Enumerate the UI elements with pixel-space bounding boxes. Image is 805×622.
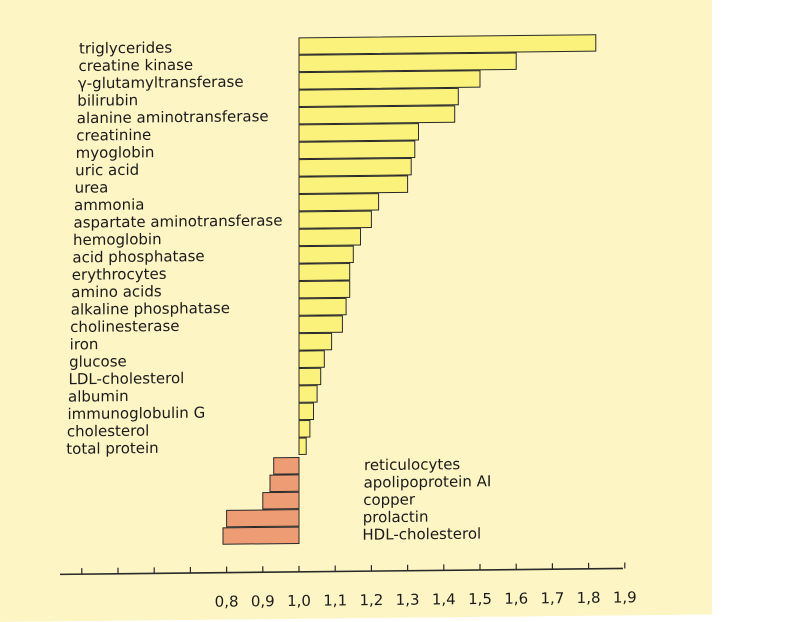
bar-erythrocytes: [298, 263, 351, 281]
x-axis: 0,8 0,9 1,0 1,1 1,2 1,3 1,4 1,5 1,6 1,7 1,8 1,9: [60, 562, 637, 611]
bar-glucose: [298, 350, 325, 368]
category-label: acid phosphatase: [72, 247, 204, 266]
category-label: alkaline phosphatase: [71, 299, 230, 319]
x-tick-label: 0,8: [215, 593, 239, 611]
category-label: bilirubin: [77, 91, 138, 110]
bar-ldl-cholesterol: [298, 367, 322, 386]
category-label: cholesterol: [67, 422, 149, 441]
category-label: erythrocytes: [72, 265, 167, 284]
x-tick-label: 1,2: [359, 591, 383, 609]
category-label: albumin: [68, 387, 129, 406]
bars-group: [222, 34, 597, 545]
category-label: cholinesterase: [70, 317, 179, 336]
chart-paper: triglycerides creatine kinase γ-glutamyltr…: [0, 0, 712, 622]
bar-apolipoprotein-ai: [269, 474, 300, 493]
bar-total-protein: [298, 437, 307, 455]
category-label: total protein: [66, 439, 158, 458]
category-label: iron: [70, 335, 99, 353]
category-label: HDL-cholesterol: [362, 525, 481, 544]
bar-urea: [298, 175, 409, 194]
bar-immunoglobulin-g: [298, 402, 314, 421]
category-label: alanine aminotransferase: [77, 107, 269, 127]
bar-aspartate-aminotransferase: [298, 210, 372, 229]
x-tick-label: 0,9: [251, 592, 275, 610]
bar-acid-phosphatase: [298, 245, 354, 264]
category-label: prolactin: [363, 508, 429, 527]
x-tick-label: 1,5: [468, 590, 492, 608]
bar-uric-acid: [298, 157, 412, 177]
category-label: triglycerides: [79, 39, 172, 58]
category-label: myoglobin: [76, 143, 155, 162]
bar-alanine-aminotransferase: [298, 105, 456, 125]
bar-triglycerides: [298, 34, 597, 55]
category-label: aspartate aminotransferase: [74, 211, 283, 231]
x-tick-label: 1,1: [323, 591, 347, 609]
bar-cholinesterase: [298, 315, 343, 334]
bar-alkaline-phosphatase: [298, 297, 347, 316]
bar-cholesterol: [298, 420, 311, 438]
category-label: urea: [75, 178, 109, 196]
category-label: amino acids: [71, 282, 162, 301]
category-label: glucose: [69, 352, 127, 371]
bar-creatinine: [298, 123, 419, 142]
category-label: immunoglobulin G: [68, 404, 206, 423]
x-tick-label: 1,4: [432, 590, 456, 608]
category-label: ammonia: [74, 195, 144, 214]
bar-hdl-cholesterol: [222, 526, 300, 545]
bar-albumin: [298, 385, 318, 403]
bar-creatine-kinase: [298, 52, 517, 73]
x-tick-label: 1,9: [613, 588, 637, 606]
bar-ammonia: [298, 193, 380, 212]
bar-hemoglobin: [298, 228, 361, 247]
bar-myoglobin: [298, 140, 416, 160]
x-tick-label: 1,6: [504, 589, 528, 607]
bar-reticulocytes: [273, 456, 300, 475]
category-label: γ-glutamyltransferase: [78, 73, 244, 93]
x-tick-label: 1,3: [396, 591, 420, 609]
category-label: LDL-cholesterol: [69, 369, 185, 388]
category-label: copper: [363, 490, 416, 509]
x-tick-label: 1,7: [540, 589, 564, 607]
category-label: reticulocytes: [364, 455, 460, 474]
bar-prolactin: [226, 509, 300, 528]
bar-iron: [298, 332, 333, 351]
category-label: uric acid: [75, 161, 139, 180]
bar-bilirubin: [298, 87, 459, 107]
x-tick-label: 1,8: [577, 589, 601, 607]
bar--glutamyltransferase: [298, 70, 481, 90]
chart-background: [0, 0, 712, 622]
bar-amino-acids: [298, 280, 351, 299]
x-tick-label: 1,0: [287, 592, 311, 610]
category-label: creatine kinase: [79, 56, 194, 75]
category-label: apolipoprotein AI: [364, 472, 492, 491]
category-label: creatinine: [76, 126, 151, 145]
category-label: hemoglobin: [73, 230, 162, 249]
bar-copper: [262, 491, 300, 510]
